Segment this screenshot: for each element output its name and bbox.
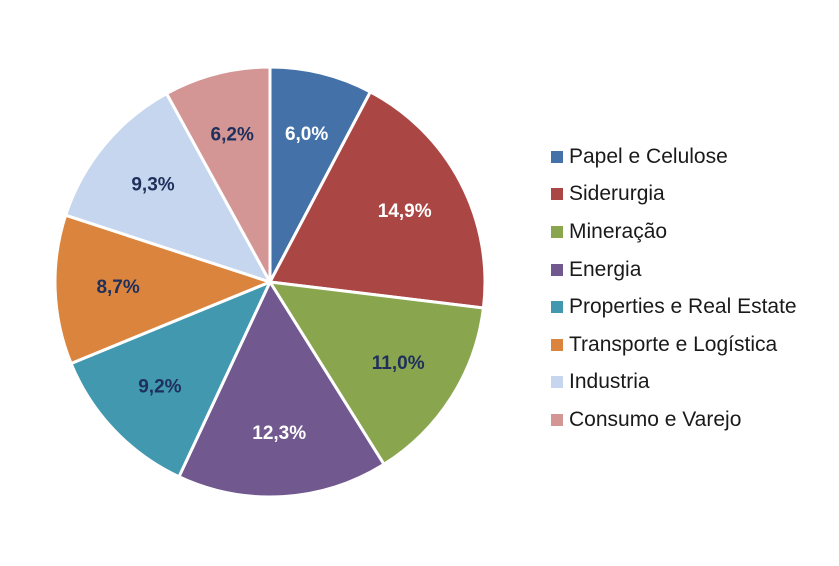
legend-item-energia: Energia [551,251,797,289]
legend-swatch [551,413,563,426]
legend-label: Consumo e Varejo [569,407,742,431]
legend-swatch [551,188,563,201]
legend-item-siderurgia: Siderurgia [551,176,797,214]
legend-item-mineracao: Mineração [551,213,797,251]
pie-slice-mineracao [268,280,485,466]
pie-slice-energia [177,280,386,499]
pie-slice-consumo-e-varejo [165,65,272,284]
pie-slice-properties-e-real-estate [69,280,272,479]
legend-label: Energia [569,257,642,281]
legend-item-properties-e-real-estate: Properties e Real Estate [551,288,797,326]
data-label-energia: 12,3% [252,423,306,444]
legend-swatch [551,376,563,389]
data-label-papel-e-celulose: 6,0% [285,124,328,145]
data-label-properties-e-real-estate: 9,2% [138,376,181,397]
legend-swatch [551,338,563,351]
data-label-consumo-e-varejo: 6,2% [211,124,254,145]
legend-item-papel-e-celulose: Papel e Celulose [551,138,797,176]
legend-swatch [551,301,563,314]
legend-item-industria: Industria [551,364,797,402]
legend-swatch [551,225,563,238]
legend-label: Industria [569,370,650,394]
legend-label: Transporte e Logística [569,332,778,356]
legend-label: Properties e Real Estate [569,295,797,319]
pie-slice-papel-e-celulose [268,65,372,284]
legend-swatch [551,263,563,276]
legend-item-transporte-e-logistica: Transporte e Logística [551,326,797,364]
legend-swatch [551,150,563,163]
data-label-industria: 9,3% [131,175,174,196]
pie-slice-industria [64,92,272,284]
pie-slice-transporte-e-logistica [53,213,272,365]
data-label-siderurgia: 14,9% [378,201,432,222]
legend-item-consumo-e-varejo: Consumo e Varejo [551,401,797,439]
chart-legend: Papel e Celulose Siderurgia Mineração Energ… [551,138,797,439]
pie-slices [53,65,487,499]
data-label-mineracao: 11,0% [372,353,425,374]
legend-label: Papel e Celulose [569,144,728,168]
pie-slice-siderurgia [268,90,487,310]
data-label-transporte-e-logistica: 8,7% [96,277,139,298]
legend-label: Mineração [569,219,668,243]
legend-label: Siderurgia [569,182,665,206]
pie-data-labels: 6,0% 14,9% 11,0% 12,3% 9,2% 8,7% 9,3% 6,2% [96,124,431,444]
